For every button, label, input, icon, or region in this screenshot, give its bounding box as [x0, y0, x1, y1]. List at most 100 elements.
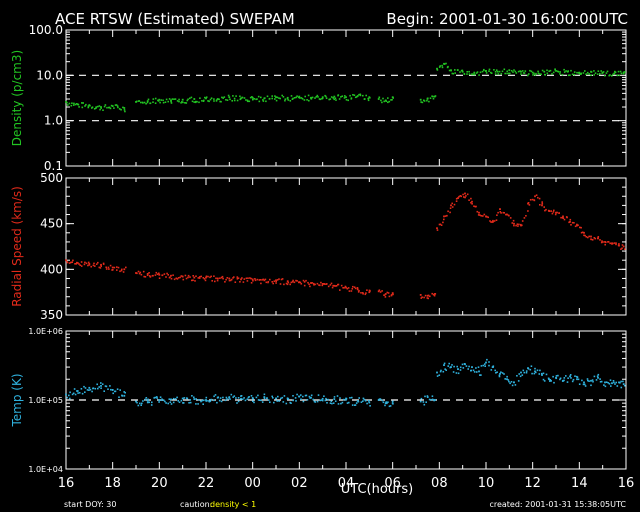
speed-point	[366, 289, 368, 291]
density-data-point	[275, 96, 277, 99]
temp-point	[392, 403, 394, 405]
speed-point	[169, 276, 171, 279]
speed-point	[116, 266, 118, 268]
speed-point	[90, 265, 92, 268]
temp-data-point	[499, 372, 501, 375]
speed-point	[517, 225, 519, 227]
speed-series-segment	[65, 259, 127, 273]
speed-point	[583, 234, 585, 237]
speed-point	[436, 229, 439, 231]
speed-point	[138, 272, 141, 275]
panel-temp: 1.0E+06 1.0E+05 1.0E+04 Temp (K)	[10, 327, 627, 474]
temp-point	[140, 404, 142, 406]
temp-point	[536, 369, 539, 372]
density-point	[186, 99, 189, 102]
speed-point	[551, 212, 554, 215]
speed-series-segment	[377, 289, 394, 298]
speed-point	[267, 280, 270, 283]
temp-point	[272, 397, 274, 399]
density-data-point	[170, 99, 172, 102]
temp-point	[84, 387, 87, 389]
temp-point	[292, 395, 294, 397]
speed-data-point	[228, 277, 231, 280]
density-point	[257, 95, 260, 98]
density-point	[110, 104, 113, 107]
temp-point	[248, 396, 250, 398]
temp-point	[572, 378, 575, 381]
temp-point	[195, 403, 197, 405]
speed-point	[192, 275, 194, 277]
speed-point	[269, 278, 271, 281]
temp-point	[180, 399, 183, 402]
temp-point	[343, 398, 345, 401]
temp-point	[203, 399, 205, 402]
speed-point	[535, 194, 538, 196]
density-point	[225, 99, 227, 101]
temp-point	[563, 379, 565, 382]
speed-point	[198, 277, 201, 279]
temp-point	[364, 399, 367, 402]
temp-point	[66, 396, 68, 399]
temp-point	[582, 383, 585, 386]
speed-point	[580, 231, 583, 234]
temp-point	[229, 398, 231, 400]
density-point	[573, 73, 576, 76]
density-series-segment	[65, 101, 126, 113]
temp-data-point	[111, 389, 114, 391]
speed-point	[292, 279, 294, 282]
speed-point	[233, 276, 235, 278]
begin-timestamp: Begin: 2001-01-30 16:00:00UTC	[386, 10, 628, 28]
density-point	[479, 71, 482, 74]
temp-point	[267, 399, 270, 401]
speed-point	[184, 274, 187, 277]
speed-point	[88, 264, 91, 266]
y-axis-label: Temp (K)	[10, 373, 24, 427]
speed-point	[444, 215, 447, 217]
temp-data-point	[520, 371, 522, 374]
temp-point	[584, 385, 587, 387]
density-point	[529, 69, 531, 72]
temp-point	[269, 401, 271, 403]
speed-point	[192, 279, 194, 281]
density-point	[520, 73, 522, 75]
speed-point	[177, 277, 180, 279]
temp-point	[608, 383, 611, 385]
temp-point	[440, 369, 442, 372]
temp-point	[341, 401, 344, 404]
speed-point	[204, 279, 207, 282]
density-point	[210, 97, 213, 99]
temp-point	[529, 368, 532, 371]
speed-point	[332, 284, 334, 287]
temp-point	[586, 378, 589, 380]
speed-point	[280, 278, 283, 281]
speed-point	[576, 223, 578, 226]
speed-point	[579, 226, 581, 229]
density-point	[463, 72, 466, 75]
speed-data-point	[193, 276, 196, 279]
y-tick-label: 1.0E+04	[28, 465, 63, 474]
density-point	[91, 106, 94, 108]
temp-point	[110, 388, 112, 391]
speed-point	[496, 214, 498, 216]
speed-data-point	[298, 281, 301, 283]
speed-point	[512, 219, 515, 222]
speed-point	[252, 280, 254, 282]
density-point	[316, 94, 319, 97]
speed-point	[620, 248, 622, 250]
temp-point	[616, 385, 619, 387]
temp-point	[431, 395, 434, 397]
temp-data-point	[228, 396, 231, 398]
density-point	[176, 100, 179, 102]
speed-point	[166, 272, 168, 275]
speed-point	[80, 261, 83, 263]
speed-point	[560, 216, 562, 219]
temp-point	[583, 383, 586, 386]
density-data-point	[436, 67, 438, 70]
temp-point	[118, 396, 120, 398]
speed-point	[580, 226, 582, 229]
density-point	[167, 100, 169, 103]
y-tick-label: 500	[40, 171, 63, 185]
speed-point	[94, 265, 96, 267]
density-point	[173, 98, 175, 100]
